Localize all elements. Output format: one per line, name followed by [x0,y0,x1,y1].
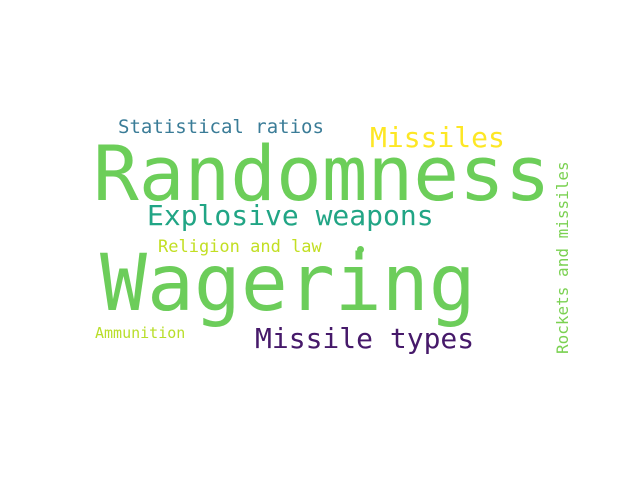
dot-marker [357,246,364,253]
word-explosive-weapons: Explosive weapons [147,199,434,232]
word-missiles: Missiles [370,121,505,154]
word-wagering: Wagering [100,239,476,329]
word-missile-types: Missile types [255,322,475,355]
word-statistical-ratios: Statistical ratios [118,116,324,138]
word-ammunition: Ammunition [95,324,186,342]
word-rockets-and-missiles: Rockets and missiles [553,161,572,354]
word-religion-and-law: Religion and law [158,237,322,257]
word-randomness: Randomness [93,129,551,218]
